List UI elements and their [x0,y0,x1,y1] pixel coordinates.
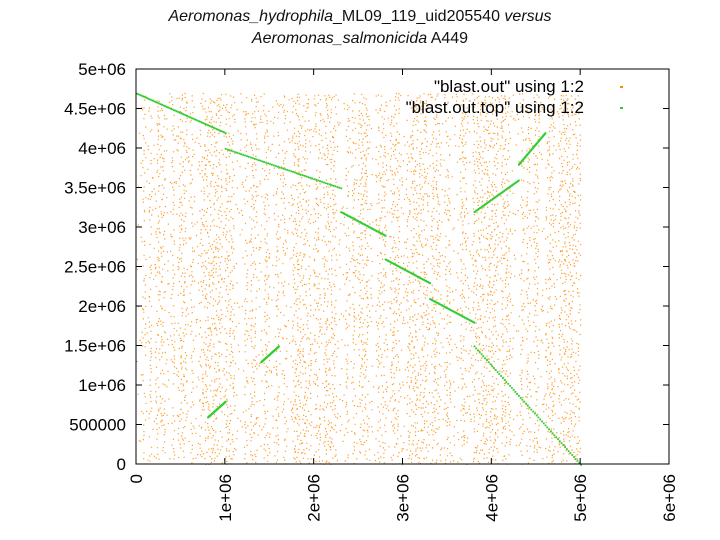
y-tick-label: 3.5e+06 [64,179,126,198]
series-blast-out-top-segment-7 [207,400,227,419]
y-tick-label: 2e+06 [78,297,126,316]
top-hits-layer [136,92,582,466]
y-tick-label: 4e+06 [78,139,126,158]
x-tick-label: 4e+06 [482,474,501,522]
y-tick-label: 3e+06 [78,218,126,237]
x-tick-label: 2e+06 [305,474,324,522]
legend-label-blast-out: "blast.out" using 1:2 [434,77,584,96]
axis-ticks: 0 500000 1e+06 1.5e+06 2e+06 2.5e+06 3e+06 3.5e… [64,60,679,522]
series-blast-out-top-segment-8 [473,179,520,213]
y-tick-label: 0 [117,455,126,474]
x-tick-label: 6e+06 [660,474,679,522]
series-blast-out-top-segment-3 [384,258,431,285]
y-tick-label: 1.5e+06 [64,337,126,356]
background-hits-layer [136,92,582,466]
series-blast-out-top-segment-2 [340,211,387,237]
legend: "blast.out" using 1:2 "blast.out.top" us… [406,77,623,117]
chart-title: Aeromonas_hydrophila_ML09_119_uid205540 … [0,6,720,50]
title-species-b: Aeromonas_salmonicida [251,30,428,47]
y-tick-label: 5e+06 [78,60,126,79]
title-strain-a: _ML09_119_uid205540 [333,8,500,25]
title-line-1: Aeromonas_hydrophila_ML09_119_uid205540 … [0,6,720,28]
title-strain-b: A449 [427,30,469,47]
title-line-2: Aeromonas_salmonicida A449 [0,28,720,50]
series-blast-out-top-segment-9 [518,132,547,166]
series-blast-out-top-segment-4 [429,298,476,324]
y-tick-label: 2.5e+06 [64,258,126,277]
series-blast-out-points [136,92,582,466]
series-blast-out-top-segment-0 [136,92,227,134]
y-tick-label: 4.5e+06 [64,100,126,119]
x-tick-label: 3e+06 [394,474,413,522]
series-blast-out-top-segment-6 [260,345,280,364]
legend-label-blast-out-top: "blast.out.top" using 1:2 [406,98,584,117]
y-tick-label: 500000 [69,416,126,435]
x-tick-label: 0 [127,474,146,483]
x-tick-label: 5e+06 [571,474,590,522]
y-tick-label: 1e+06 [78,376,126,395]
title-species-a: Aeromonas_hydrophila [168,8,333,25]
x-tick-label: 1e+06 [216,474,235,522]
title-versus: versus [499,8,552,25]
series-blast-out-top-segment-1 [224,148,343,190]
series-blast-out-top-segment-5 [473,345,582,466]
